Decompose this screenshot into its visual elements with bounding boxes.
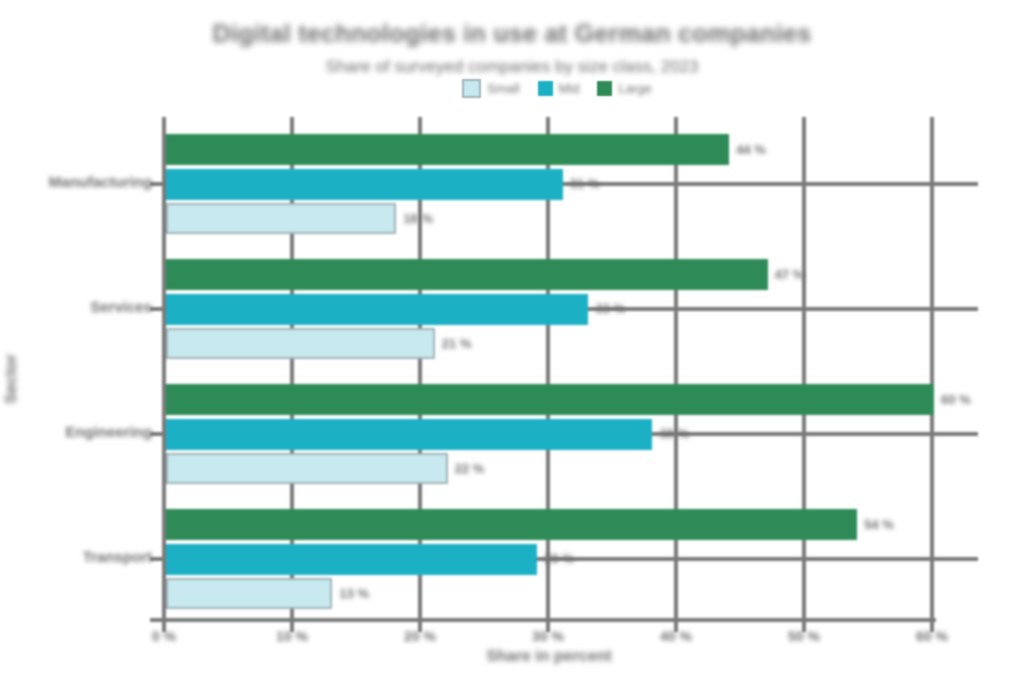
bar (166, 578, 333, 609)
category-label: Services (90, 299, 152, 316)
bar-value-label: 60 % (941, 391, 971, 407)
y-axis-title: Sector (3, 354, 20, 404)
bar-value-label: 13 % (339, 585, 370, 601)
legend-item-large[interactable]: Large (597, 81, 652, 96)
legend: Small Mid Large (462, 79, 652, 98)
bar-value-label: 31 % (569, 176, 600, 191)
bar (166, 203, 397, 234)
vertical-gridline (930, 117, 934, 632)
bar-value-label: 22 % (454, 460, 485, 476)
bar (166, 509, 858, 540)
legend-item-mid[interactable]: Mid (537, 81, 580, 96)
bar (166, 418, 653, 450)
x-tick-label: 30 % (532, 628, 564, 644)
bar (166, 384, 934, 415)
horizontal-gridline (150, 557, 978, 561)
x-tick-label: 40 % (660, 628, 692, 644)
legend-swatch-icon (597, 81, 613, 96)
x-axis-line (150, 618, 936, 622)
legend-swatch-icon (537, 81, 553, 96)
category-label: Engineering (65, 424, 152, 441)
legend-item-small[interactable]: Small (462, 79, 520, 98)
x-tick-label: 0 % (151, 628, 177, 644)
legend-label: Large (618, 81, 652, 96)
bar-value-label: 38 % (659, 426, 690, 441)
bar-value-label: 44 % (736, 141, 766, 157)
x-tick-label: 60 % (916, 628, 948, 644)
legend-label: Mid (558, 81, 580, 96)
vertical-gridline (290, 117, 294, 632)
vertical-gridline (802, 117, 806, 632)
x-axis-title: Share in percent (486, 648, 612, 665)
bar-value-label: 54 % (864, 516, 894, 532)
bar-value-label: 33 % (595, 301, 626, 316)
category-label: Manufacturing (48, 174, 152, 191)
x-tick-label: 20 % (404, 628, 436, 644)
chart-subtitle: Share of surveyed companies by size clas… (325, 57, 699, 76)
bar (166, 543, 538, 575)
bar (166, 293, 589, 325)
bar-value-label: 29 % (544, 551, 574, 566)
bar-value-label: 18 % (403, 210, 434, 226)
bar (166, 453, 448, 484)
legend-label: Small (487, 81, 520, 96)
horizontal-gridline (150, 182, 978, 186)
bar-value-label: 21 % (441, 335, 472, 351)
vertical-gridline (546, 117, 550, 632)
bar (166, 134, 730, 165)
bar (166, 168, 563, 200)
vertical-gridline (418, 117, 422, 632)
x-tick-label: 10 % (276, 628, 308, 644)
category-label: Transport (82, 549, 152, 566)
vertical-gridline (162, 117, 166, 632)
x-tick-label: 50 % (788, 628, 820, 644)
bar-value-label: 47 % (774, 266, 805, 282)
vertical-gridline (674, 117, 678, 632)
legend-swatch-icon (462, 79, 481, 98)
bar (166, 328, 435, 359)
chart-title: Digital technologies in use at German co… (212, 20, 812, 48)
bar (166, 259, 768, 290)
